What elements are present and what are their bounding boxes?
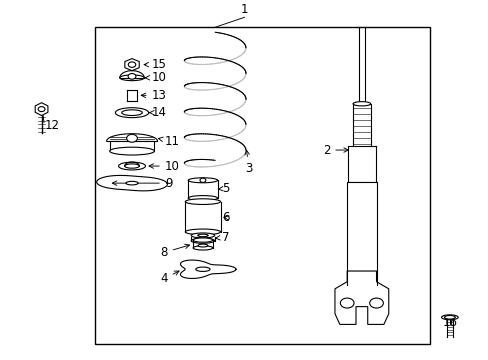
Circle shape: [38, 107, 45, 112]
Text: 10: 10: [145, 71, 166, 84]
Ellipse shape: [193, 246, 212, 250]
Ellipse shape: [352, 102, 370, 106]
Ellipse shape: [191, 238, 214, 243]
Text: 5: 5: [218, 182, 229, 195]
Text: 11: 11: [158, 135, 180, 148]
Text: 16: 16: [442, 316, 457, 329]
Text: 12: 12: [45, 119, 60, 132]
Text: 3: 3: [244, 150, 252, 175]
Circle shape: [369, 298, 383, 308]
Ellipse shape: [120, 75, 144, 81]
Bar: [109, 141, 154, 151]
Text: 14: 14: [148, 106, 166, 119]
Ellipse shape: [191, 233, 214, 238]
Ellipse shape: [195, 267, 210, 271]
Circle shape: [200, 178, 205, 183]
Ellipse shape: [188, 195, 217, 201]
Text: 1: 1: [240, 3, 248, 15]
Text: 15: 15: [144, 58, 166, 71]
Text: 4: 4: [160, 271, 179, 285]
Text: 9: 9: [112, 177, 172, 190]
Circle shape: [128, 73, 136, 79]
Polygon shape: [334, 271, 388, 324]
Bar: [95, 27, 429, 344]
Ellipse shape: [197, 234, 208, 237]
Text: 2: 2: [322, 144, 347, 157]
Ellipse shape: [124, 164, 139, 168]
Bar: [346, 182, 376, 271]
Ellipse shape: [185, 229, 220, 235]
Circle shape: [340, 298, 353, 308]
Ellipse shape: [185, 199, 220, 204]
Text: 7: 7: [215, 231, 229, 244]
Ellipse shape: [119, 162, 145, 170]
Polygon shape: [124, 59, 139, 71]
Ellipse shape: [109, 147, 154, 155]
Circle shape: [128, 62, 136, 67]
Text: 10: 10: [149, 159, 179, 172]
Ellipse shape: [188, 178, 217, 183]
Text: 8: 8: [160, 244, 189, 259]
Ellipse shape: [122, 110, 142, 116]
Ellipse shape: [441, 315, 457, 320]
Polygon shape: [35, 103, 48, 116]
Circle shape: [126, 134, 137, 142]
Ellipse shape: [193, 238, 212, 242]
Ellipse shape: [444, 315, 454, 319]
Ellipse shape: [198, 244, 207, 247]
Bar: [352, 104, 370, 147]
Text: 6: 6: [222, 211, 229, 224]
Text: 13: 13: [141, 89, 166, 102]
Ellipse shape: [126, 181, 138, 185]
Ellipse shape: [115, 108, 148, 118]
